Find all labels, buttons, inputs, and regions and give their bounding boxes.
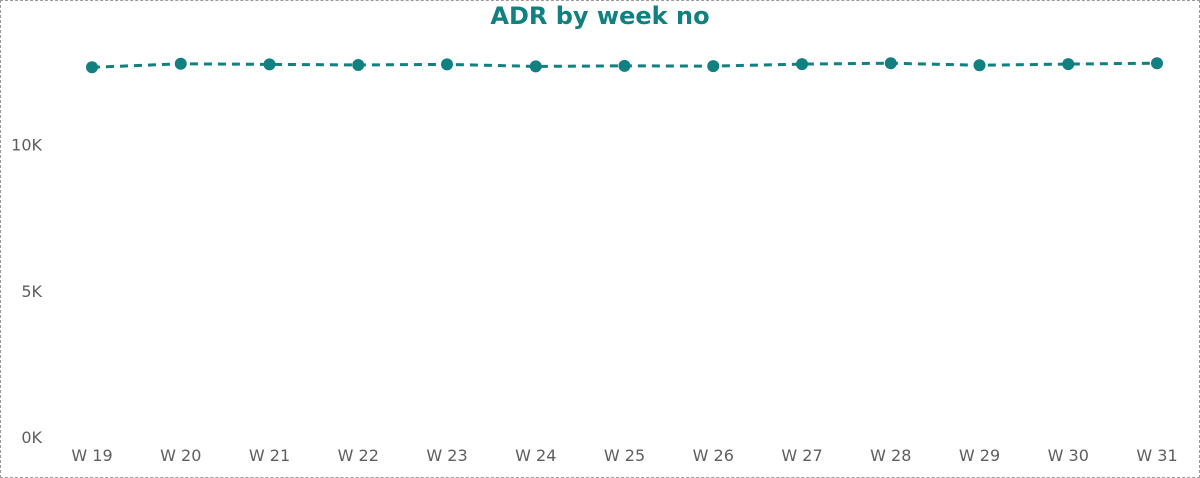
data-point[interactable]: [441, 58, 453, 71]
y-tick-label: 0K: [21, 428, 42, 447]
data-point[interactable]: [796, 58, 808, 71]
data-point[interactable]: [86, 61, 98, 74]
y-tick-label: 5K: [21, 282, 42, 301]
x-tick-label: W 21: [249, 446, 290, 465]
x-tick-label: W 30: [1048, 446, 1089, 465]
data-point[interactable]: [707, 60, 720, 73]
data-point[interactable]: [1062, 58, 1075, 71]
data-point[interactable]: [352, 58, 365, 71]
x-tick-label: W 19: [71, 446, 112, 465]
data-point[interactable]: [884, 57, 897, 70]
y-axis-ticks: 0K 5K 10K: [11, 136, 42, 447]
data-point[interactable]: [973, 59, 986, 72]
x-tick-label: W 28: [870, 446, 911, 465]
x-tick-label: W 24: [515, 446, 556, 465]
data-point[interactable]: [174, 57, 187, 70]
x-tick-label: W 23: [426, 446, 467, 465]
x-tick-label: W 25: [604, 446, 645, 465]
data-point[interactable]: [1151, 57, 1163, 70]
y-tick-label: 10K: [11, 136, 42, 155]
x-tick-label: W 27: [781, 446, 822, 465]
chart-title: ADR by week no: [490, 2, 710, 30]
x-tick-label: W 31: [1136, 446, 1177, 465]
data-point[interactable]: [263, 58, 276, 71]
data-point[interactable]: [618, 59, 631, 72]
x-tick-label: W 22: [338, 446, 379, 465]
series-layer: [86, 57, 1163, 74]
data-point[interactable]: [529, 60, 542, 73]
x-tick-label: W 20: [160, 446, 201, 465]
x-tick-label: W 26: [693, 446, 734, 465]
x-tick-label: W 29: [959, 446, 1000, 465]
x-axis-ticks: W 19 W 20 W 21 W 22 W 23 W 24 W 25 W 26 W 27 W 28…: [71, 446, 1177, 465]
